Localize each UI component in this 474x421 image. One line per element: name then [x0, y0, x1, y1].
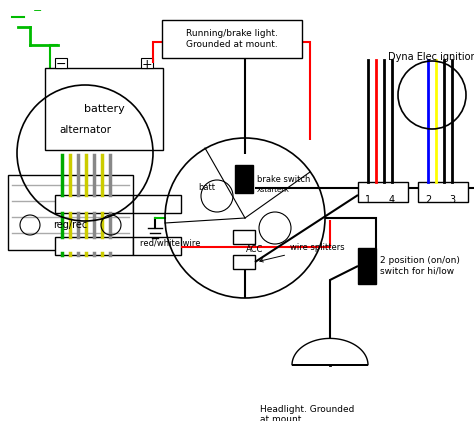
Bar	[55, 58, 67, 68]
Bar	[358, 248, 376, 284]
Text: 3: 3	[449, 195, 455, 205]
Polygon shape	[292, 338, 368, 365]
Bar	[233, 255, 255, 269]
Bar	[55, 195, 133, 213]
Text: Dyna Elec ignition: Dyna Elec ignition	[388, 52, 474, 62]
Text: −: −	[33, 6, 43, 16]
Text: Running/brake light.
Grounded at mount.: Running/brake light. Grounded at mount.	[186, 29, 278, 49]
Bar	[45, 68, 163, 150]
Text: alternator: alternator	[59, 125, 111, 135]
Text: 4: 4	[389, 195, 395, 205]
Text: reg/rec: reg/rec	[54, 220, 88, 230]
Text: wire splitters: wire splitters	[260, 243, 345, 262]
Bar	[8, 175, 133, 250]
Text: 2: 2	[425, 195, 431, 205]
Text: red/white wire: red/white wire	[140, 239, 201, 248]
Bar	[358, 182, 408, 202]
Text: Headlight. Grounded
at mount.: Headlight. Grounded at mount.	[260, 405, 355, 421]
Text: battery: battery	[83, 104, 124, 114]
Text: XstarterX: XstarterX	[256, 187, 290, 193]
Bar	[133, 237, 181, 255]
Bar	[162, 20, 302, 58]
Text: ACC: ACC	[246, 245, 264, 255]
Bar	[141, 58, 153, 68]
Bar	[235, 165, 253, 193]
Bar	[55, 237, 133, 255]
Text: 2 position (on/on)
switch for hi/low: 2 position (on/on) switch for hi/low	[380, 256, 460, 276]
Bar	[133, 195, 181, 213]
Text: brake switch: brake switch	[257, 174, 310, 184]
Bar	[418, 182, 468, 202]
Text: batt: batt	[199, 184, 216, 192]
Text: +: +	[142, 58, 152, 70]
Bar	[233, 230, 255, 244]
Text: −: −	[56, 58, 66, 70]
Text: 1: 1	[365, 195, 371, 205]
